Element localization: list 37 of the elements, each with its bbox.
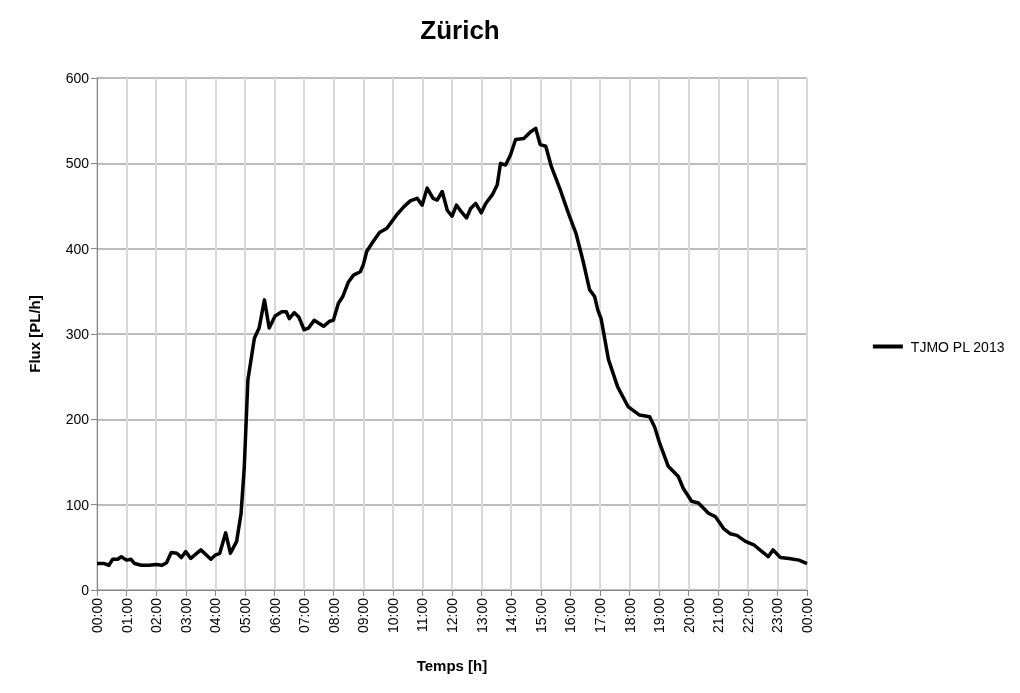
x-tick-label: 01:00	[118, 597, 135, 634]
x-tick-label: 06:00	[266, 597, 283, 634]
x-tick-label: 13:00	[473, 597, 490, 634]
x-tick-label: 20:00	[680, 597, 697, 634]
y-tick-label: 200	[65, 411, 90, 428]
x-tick-label: 05:00	[236, 597, 253, 634]
x-tick-label: 00:00	[89, 597, 105, 634]
chart-title: Zürich	[420, 15, 500, 45]
x-tick-label: 21:00	[710, 597, 727, 634]
y-axis-title: Flux [PL/h]	[26, 295, 43, 373]
x-axis-title: Temps [h]	[416, 657, 488, 674]
x-tick-label: 23:00	[769, 597, 786, 634]
x-tick-label: 11:00	[414, 597, 431, 632]
x-tick-label: 02:00	[148, 597, 165, 634]
y-tick-label: 400	[65, 240, 90, 257]
line-series	[95, 126, 809, 567]
x-tick-label: 08:00	[325, 597, 342, 634]
x-tick-label: 03:00	[177, 597, 194, 634]
x-tick-label: 14:00	[503, 597, 520, 634]
y-tick-label: 0	[81, 582, 90, 598]
x-tick-label: 10:00	[384, 597, 401, 634]
legend-label: TJMO PL 2013	[910, 338, 1005, 355]
x-tick-label: 17:00	[591, 597, 608, 634]
x-tick-label: 16:00	[562, 597, 579, 634]
x-tick-label: 12:00	[444, 597, 460, 634]
x-tick-label: 00:00	[799, 597, 815, 634]
x-tick-label: 07:00	[296, 597, 313, 634]
x-tick-label: 09:00	[355, 597, 372, 634]
y-tick-label: 100	[65, 496, 90, 513]
x-tick-label: 22:00	[739, 597, 756, 634]
x-tick-label: 15:00	[532, 597, 549, 634]
x-tick-label: 19:00	[651, 597, 668, 634]
y-tick-label: 300	[65, 326, 90, 342]
y-tick-label: 500	[65, 155, 90, 172]
x-tick-label: 04:00	[207, 597, 224, 634]
x-tick-label: 18:00	[621, 597, 638, 634]
y-tick-label: 600	[65, 70, 90, 86]
